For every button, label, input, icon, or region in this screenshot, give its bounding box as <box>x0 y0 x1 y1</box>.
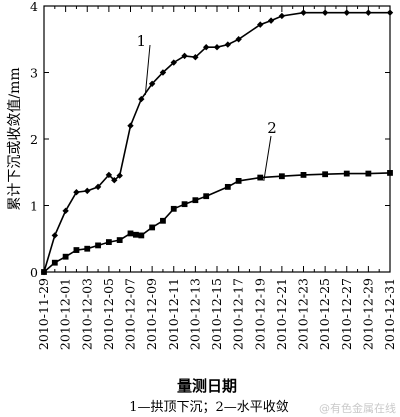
series-2-point <box>278 173 285 180</box>
series-1-point <box>365 9 372 16</box>
x-tick-label: 2010-12-21 <box>274 278 289 350</box>
y-tick-label: 4 <box>30 0 38 14</box>
series-2-point <box>387 170 393 176</box>
series-1-point <box>343 9 350 16</box>
series-1-point <box>202 44 210 51</box>
series-2-point <box>133 231 139 238</box>
series-2-point <box>181 201 188 208</box>
x-tick-label: 2010-12-25 <box>317 278 332 350</box>
y-tick-label: 2 <box>30 132 38 147</box>
series-2-point <box>300 172 307 178</box>
series-2-point <box>235 177 242 184</box>
series-1-point <box>386 9 394 16</box>
series-1-point <box>116 172 123 179</box>
x-axis-title: 量测日期 <box>177 377 237 395</box>
series-1-point <box>170 59 177 66</box>
series-2-point <box>160 217 166 224</box>
series-2-point <box>84 245 91 252</box>
x-tick-label: 2010-12-11 <box>166 278 181 350</box>
series-2-point <box>257 174 264 181</box>
series-2-point <box>343 170 350 177</box>
series-2-point <box>73 247 80 253</box>
series-2-point <box>127 230 134 237</box>
series-1-point <box>159 69 167 76</box>
chart-caption: 1—拱顶下沉；2—水平收敛 <box>129 399 289 415</box>
series-2-point <box>41 269 47 275</box>
x-tick-label: 2010-12-03 <box>79 278 94 350</box>
y-tick-label: 1 <box>30 199 38 214</box>
series-1-point <box>235 36 242 43</box>
series-2-point <box>138 232 145 239</box>
x-tick-label: 2010-12-23 <box>296 278 311 350</box>
series-1-point <box>181 52 188 60</box>
series-1-point <box>300 9 307 16</box>
series-1-point <box>224 41 232 48</box>
x-tick-label: 2010-12-01 <box>58 278 73 350</box>
series-label-1: 1 <box>136 32 146 50</box>
series-2-point <box>105 239 112 245</box>
series-1-point <box>148 80 156 88</box>
label-leader-2 <box>263 135 272 181</box>
watermark: @有色金属在线 <box>319 401 396 415</box>
y-axis-title: 累计下沉或收敛值/mm <box>7 67 23 210</box>
series-1-point <box>138 95 145 103</box>
x-tick-label: 2010-12-13 <box>187 278 202 350</box>
series-1-point <box>73 189 80 196</box>
series-1-point <box>213 44 221 51</box>
series-1-point <box>192 54 199 61</box>
series-2-point <box>203 193 210 200</box>
series-2-point <box>224 183 231 190</box>
series-2-point <box>95 242 101 249</box>
x-tick-label: 2010-12-05 <box>101 278 116 350</box>
x-tick-label: 2010-12-31 <box>382 278 397 350</box>
x-tick-labels: 2010-11-29 2010-12-01 2010-12-03 2010-12-05… <box>36 278 397 350</box>
series-1-point <box>267 17 275 24</box>
x-tick-label: 2010-12-09 <box>144 278 159 350</box>
series-2-point <box>51 259 58 266</box>
x-tick-label: 2010-12-19 <box>252 278 267 350</box>
y-tick-label: 3 <box>30 66 38 81</box>
series-1-point <box>94 183 102 191</box>
x-tick-label: 2010-12-07 <box>123 278 138 350</box>
label-leader-1 <box>144 44 151 96</box>
series-1-point <box>127 122 134 129</box>
series-1-point <box>105 171 113 179</box>
series-2-point <box>322 171 329 178</box>
series-2-point <box>365 170 372 177</box>
y-tick-labels: 0 1 2 3 4 <box>30 0 38 280</box>
x-tick-label: 2010-12-15 <box>209 278 224 350</box>
plot-area: 12 <box>40 5 394 276</box>
series-2-point <box>116 237 123 243</box>
x-tick-label: 2010-11-29 <box>36 278 51 350</box>
series-1-point <box>62 207 69 215</box>
series-1-point <box>111 177 118 184</box>
series-2-point <box>62 253 69 260</box>
series-1-point <box>321 9 329 16</box>
series-1-point <box>84 187 91 195</box>
series-1-point <box>257 21 264 28</box>
x-tick-label: 2010-12-29 <box>360 278 375 350</box>
series-2-point <box>192 197 199 204</box>
x-tick-label: 2010-12-27 <box>339 278 354 350</box>
series-label-2: 2 <box>267 119 277 137</box>
series-line-1 <box>43 11 390 273</box>
series-2-point <box>170 205 177 212</box>
x-tick-label: 2010-12-17 <box>231 278 246 350</box>
y-tick-label: 0 <box>30 265 38 280</box>
series-1-point <box>278 12 286 20</box>
series-1-point <box>51 232 59 239</box>
series-2-point <box>149 224 156 231</box>
